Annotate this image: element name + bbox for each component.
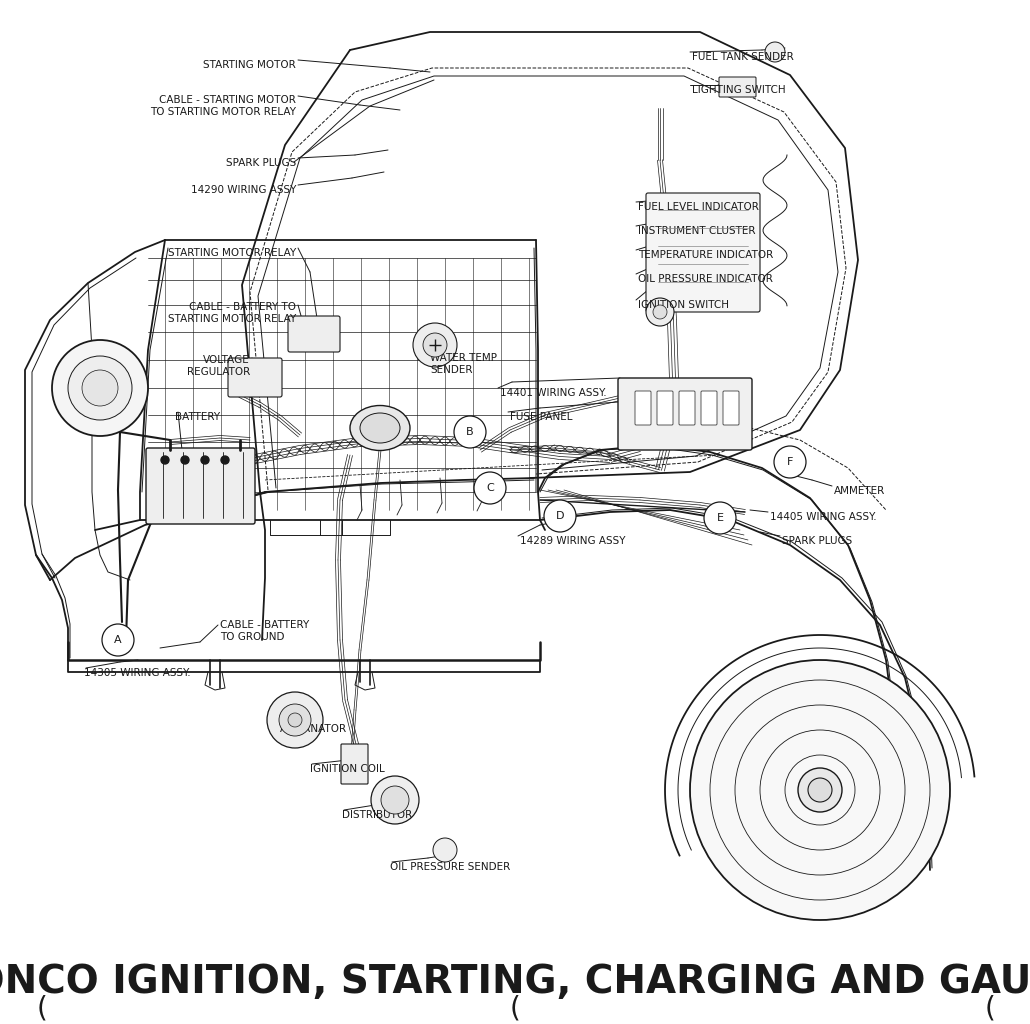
Text: 14290 WIRING ASSY: 14290 WIRING ASSY <box>191 185 296 195</box>
FancyBboxPatch shape <box>618 378 752 450</box>
FancyBboxPatch shape <box>636 391 651 425</box>
Circle shape <box>765 42 785 62</box>
Ellipse shape <box>350 406 410 451</box>
Text: OIL PRESSURE INDICATOR: OIL PRESSURE INDICATOR <box>638 274 772 284</box>
FancyBboxPatch shape <box>646 193 760 312</box>
Text: CABLE - STARTING MOTOR
TO STARTING MOTOR RELAY: CABLE - STARTING MOTOR TO STARTING MOTOR… <box>150 95 296 117</box>
Circle shape <box>381 786 409 814</box>
Circle shape <box>454 416 486 449</box>
FancyBboxPatch shape <box>719 77 756 97</box>
Text: FUEL TANK SENDER: FUEL TANK SENDER <box>692 52 794 62</box>
Circle shape <box>798 768 842 812</box>
Text: C: C <box>486 483 493 493</box>
Text: ALTERNATOR: ALTERNATOR <box>280 724 347 734</box>
Circle shape <box>474 472 506 504</box>
Circle shape <box>161 456 169 464</box>
Text: CABLE - BATTERY
TO GROUND: CABLE - BATTERY TO GROUND <box>220 620 309 642</box>
Text: FUSE PANEL: FUSE PANEL <box>510 412 573 422</box>
FancyBboxPatch shape <box>228 358 282 397</box>
Circle shape <box>267 692 323 748</box>
Text: SPARK PLUGS: SPARK PLUGS <box>782 536 852 546</box>
Text: (: ( <box>985 994 995 1022</box>
Circle shape <box>423 333 447 357</box>
Circle shape <box>433 838 457 862</box>
Text: OIL PRESSURE SENDER: OIL PRESSURE SENDER <box>390 862 510 872</box>
Text: WATER TEMP
SENDER: WATER TEMP SENDER <box>430 353 497 375</box>
Text: E: E <box>717 513 723 523</box>
Text: 14405 WIRING ASSY.: 14405 WIRING ASSY. <box>770 512 877 522</box>
Circle shape <box>82 370 118 406</box>
Circle shape <box>690 660 950 920</box>
Text: B: B <box>467 427 474 437</box>
FancyBboxPatch shape <box>657 391 673 425</box>
Text: (: ( <box>510 994 520 1022</box>
Circle shape <box>544 500 576 532</box>
Text: D: D <box>556 511 564 521</box>
Text: STARTING MOTOR RELAY: STARTING MOTOR RELAY <box>168 248 296 258</box>
FancyBboxPatch shape <box>146 449 255 524</box>
Circle shape <box>288 713 302 727</box>
Circle shape <box>52 340 148 436</box>
Text: (: ( <box>37 994 47 1022</box>
Text: DISTRIBUTOR: DISTRIBUTOR <box>342 810 412 820</box>
Text: IGNITION COIL: IGNITION COIL <box>310 764 385 774</box>
Circle shape <box>68 356 132 420</box>
Circle shape <box>653 305 667 319</box>
Circle shape <box>201 456 209 464</box>
Circle shape <box>181 456 188 464</box>
Text: LIGHTING SWITCH: LIGHTING SWITCH <box>692 85 786 95</box>
Text: IGNITION SWITCH: IGNITION SWITCH <box>638 300 729 310</box>
FancyBboxPatch shape <box>723 391 739 425</box>
Text: INSTRUMENT CLUSTER: INSTRUMENT CLUSTER <box>638 226 755 236</box>
Text: BRONCO IGNITION, STARTING, CHARGING AND GAUGES: BRONCO IGNITION, STARTING, CHARGING AND … <box>0 963 1030 1001</box>
Text: CABLE - BATTERY TO
STARTING MOTOR RELAY: CABLE - BATTERY TO STARTING MOTOR RELAY <box>168 302 296 324</box>
Text: 14401 WIRING ASSY.: 14401 WIRING ASSY. <box>500 388 607 398</box>
Text: VOLTAGE
REGULATOR: VOLTAGE REGULATOR <box>186 355 250 377</box>
Circle shape <box>646 298 674 326</box>
Text: 14289 WIRING ASSY: 14289 WIRING ASSY <box>520 536 625 546</box>
Ellipse shape <box>360 413 400 443</box>
Text: TEMPERATURE INDICATOR: TEMPERATURE INDICATOR <box>638 250 774 260</box>
Circle shape <box>808 778 832 802</box>
Text: F: F <box>787 457 793 467</box>
FancyBboxPatch shape <box>679 391 695 425</box>
Circle shape <box>774 446 806 478</box>
Text: AMMETER: AMMETER <box>834 486 885 496</box>
Circle shape <box>371 776 419 824</box>
Text: FUEL LEVEL INDICATOR: FUEL LEVEL INDICATOR <box>638 202 759 212</box>
FancyBboxPatch shape <box>701 391 717 425</box>
Text: BATTERY: BATTERY <box>175 412 220 422</box>
Text: STARTING MOTOR: STARTING MOTOR <box>203 60 296 70</box>
Circle shape <box>279 705 311 736</box>
Text: A: A <box>114 635 122 645</box>
FancyBboxPatch shape <box>288 316 340 352</box>
Text: SPARK PLUGS: SPARK PLUGS <box>226 158 296 168</box>
Circle shape <box>413 323 457 367</box>
FancyBboxPatch shape <box>341 744 368 784</box>
Circle shape <box>703 502 736 534</box>
Text: 14305 WIRING ASSY.: 14305 WIRING ASSY. <box>84 668 191 678</box>
Circle shape <box>221 456 229 464</box>
Circle shape <box>102 624 134 656</box>
